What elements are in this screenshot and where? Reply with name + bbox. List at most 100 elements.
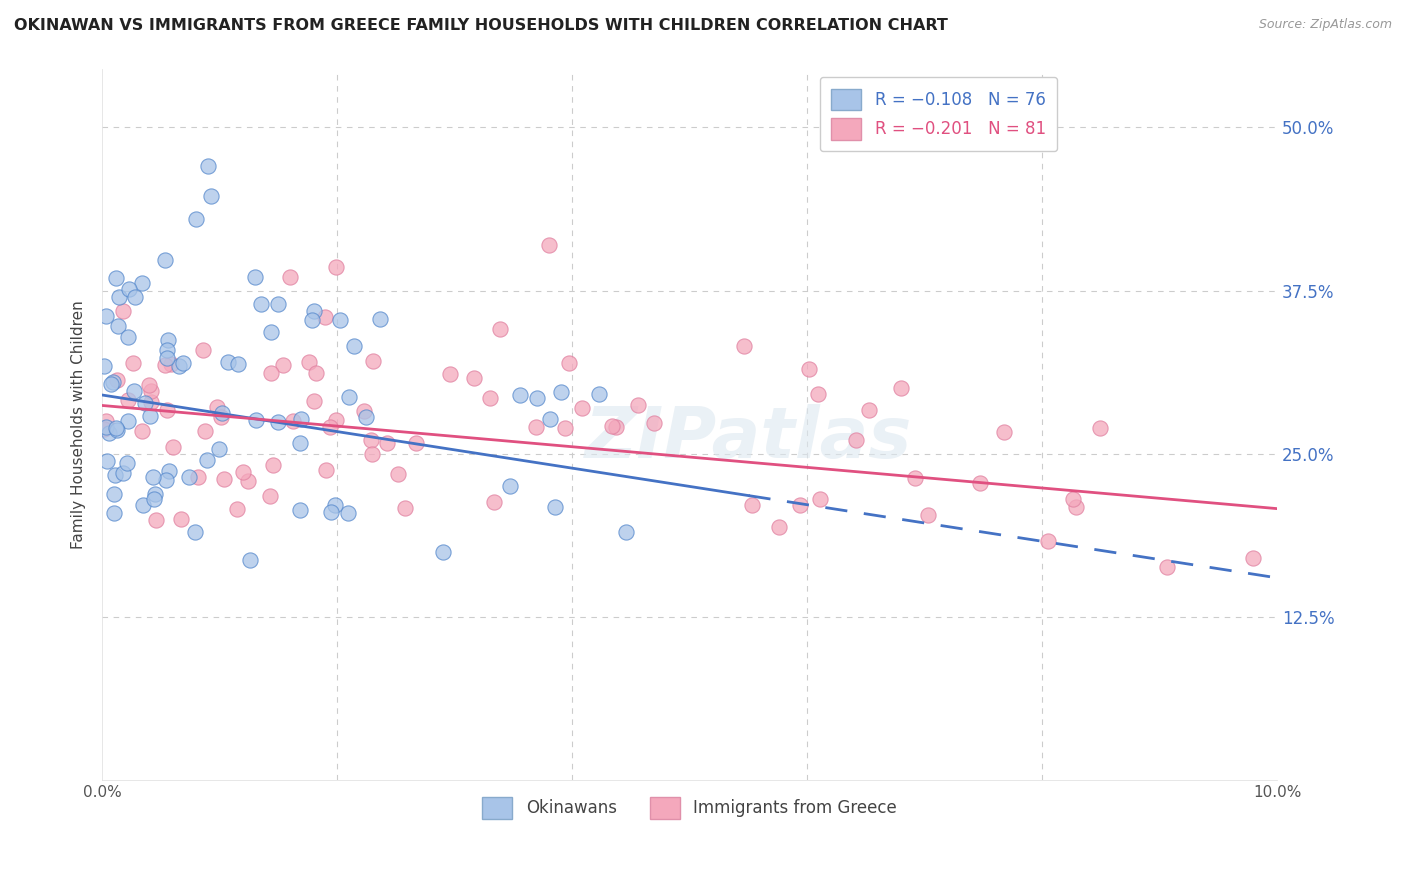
Point — [173, 356, 195, 370]
Point — [325, 413, 347, 427]
Point — [200, 189, 222, 203]
Point — [1064, 500, 1087, 515]
Point — [98, 425, 121, 440]
Point — [117, 329, 139, 343]
Point — [107, 318, 129, 333]
Point — [271, 358, 294, 372]
Point — [524, 419, 547, 434]
Point — [356, 409, 378, 424]
Point — [301, 313, 323, 327]
Point — [108, 289, 131, 303]
Point — [245, 412, 267, 426]
Point — [117, 414, 139, 428]
Point — [162, 440, 184, 454]
Text: ZIPatlas: ZIPatlas — [585, 404, 912, 473]
Point — [105, 420, 128, 434]
Point — [101, 375, 124, 389]
Point — [184, 524, 207, 539]
Point — [94, 419, 117, 434]
Point — [337, 507, 360, 521]
Point — [186, 211, 208, 226]
Point — [439, 368, 461, 382]
Point — [96, 309, 118, 323]
Point — [100, 377, 122, 392]
Point — [917, 508, 939, 523]
Point — [138, 378, 160, 392]
Point — [93, 422, 115, 436]
Point — [499, 479, 522, 493]
Point — [267, 296, 290, 310]
Point — [768, 520, 790, 534]
Point — [94, 414, 117, 428]
Point — [259, 490, 281, 504]
Point — [131, 276, 153, 290]
Text: Source: ZipAtlas.com: Source: ZipAtlas.com — [1258, 18, 1392, 31]
Point — [121, 356, 143, 370]
Point — [807, 387, 830, 401]
Point — [139, 409, 162, 424]
Point — [1062, 491, 1084, 506]
Point — [143, 487, 166, 501]
Point — [197, 160, 219, 174]
Point — [142, 469, 165, 483]
Point — [463, 371, 485, 385]
Y-axis label: Family Households with Children: Family Households with Children — [72, 300, 86, 549]
Point — [141, 395, 163, 409]
Point — [131, 424, 153, 438]
Point — [290, 412, 312, 426]
Point — [489, 321, 512, 335]
Point — [1156, 560, 1178, 574]
Point — [614, 525, 637, 540]
Point — [342, 338, 364, 352]
Point — [538, 412, 561, 426]
Point — [361, 446, 384, 460]
Point — [193, 343, 215, 357]
Point — [211, 406, 233, 420]
Point — [239, 553, 262, 567]
Point — [304, 393, 326, 408]
Point — [208, 442, 231, 456]
Point — [643, 417, 665, 431]
Point — [260, 326, 283, 340]
Point — [124, 290, 146, 304]
Point — [212, 472, 235, 486]
Point — [187, 469, 209, 483]
Point — [103, 487, 125, 501]
Point — [588, 387, 610, 401]
Point — [103, 506, 125, 520]
Point — [368, 312, 391, 326]
Point — [314, 310, 336, 324]
Point — [394, 501, 416, 516]
Point — [105, 373, 128, 387]
Point — [93, 359, 115, 374]
Point — [329, 312, 352, 326]
Point — [353, 404, 375, 418]
Point — [177, 469, 200, 483]
Point — [969, 476, 991, 491]
Point — [141, 384, 163, 399]
Point — [405, 436, 427, 450]
Point — [799, 361, 821, 376]
Point — [304, 303, 326, 318]
Point — [232, 465, 254, 479]
Point — [305, 366, 328, 380]
Point — [281, 414, 304, 428]
Point — [155, 473, 177, 487]
Point — [789, 498, 811, 512]
Point — [337, 391, 360, 405]
Point — [134, 396, 156, 410]
Point — [554, 420, 576, 434]
Point — [228, 357, 250, 371]
Point — [321, 505, 343, 519]
Point — [155, 343, 177, 357]
Point — [112, 467, 135, 481]
Point — [115, 456, 138, 470]
Point — [250, 297, 273, 311]
Point — [124, 384, 146, 399]
Point — [156, 351, 179, 365]
Point — [159, 357, 181, 371]
Point — [209, 410, 232, 425]
Point — [143, 491, 166, 506]
Point — [243, 270, 266, 285]
Point — [387, 467, 409, 481]
